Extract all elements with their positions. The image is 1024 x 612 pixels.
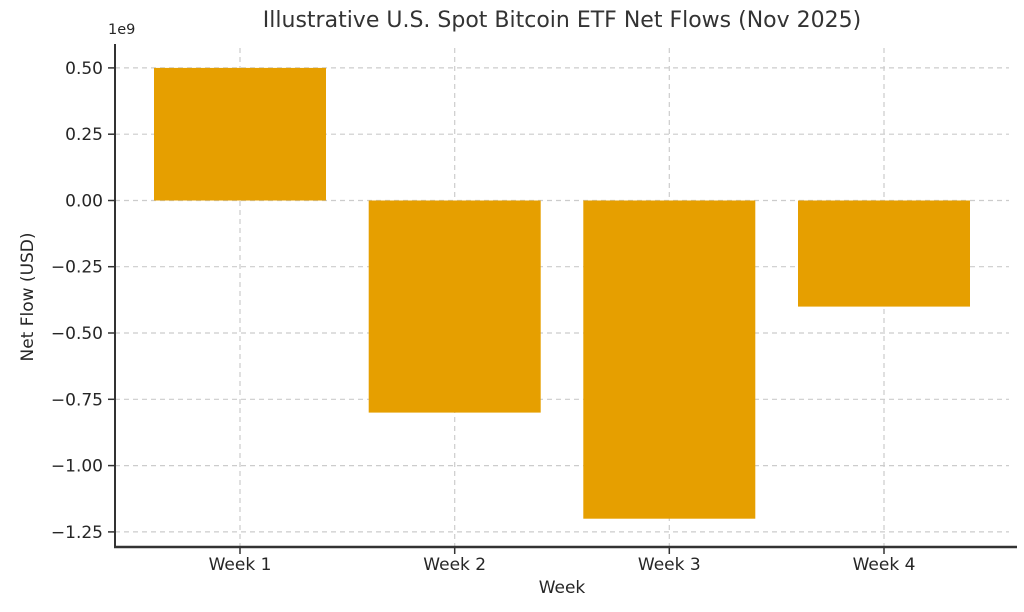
y-tick-label: −0.75 bbox=[51, 390, 103, 410]
x-tick-label: Week 3 bbox=[638, 555, 701, 575]
bar-week-2 bbox=[368, 200, 541, 413]
x-axis-label: Week bbox=[538, 578, 586, 598]
bar-week-1 bbox=[154, 67, 326, 201]
y-axis-offset-text: 1e9 bbox=[108, 22, 136, 38]
y-tick-label: −0.50 bbox=[51, 324, 103, 344]
y-tick-label: 0.25 bbox=[65, 125, 103, 145]
y-tick-label: 0.00 bbox=[65, 192, 103, 212]
x-tick-label: Week 1 bbox=[209, 555, 272, 575]
x-tick-label: Week 4 bbox=[853, 555, 916, 575]
bar-week-4 bbox=[798, 200, 970, 307]
x-tick-label: Week 2 bbox=[423, 555, 486, 575]
chart-title: Illustrative U.S. Spot Bitcoin ETF Net F… bbox=[262, 8, 862, 33]
y-tick-label: −1.00 bbox=[51, 457, 103, 477]
y-tick-label: 0.50 bbox=[65, 59, 103, 79]
y-tick-label: −0.25 bbox=[51, 258, 103, 278]
bar-week-3 bbox=[583, 200, 756, 519]
y-tick-label: −1.25 bbox=[51, 523, 103, 543]
